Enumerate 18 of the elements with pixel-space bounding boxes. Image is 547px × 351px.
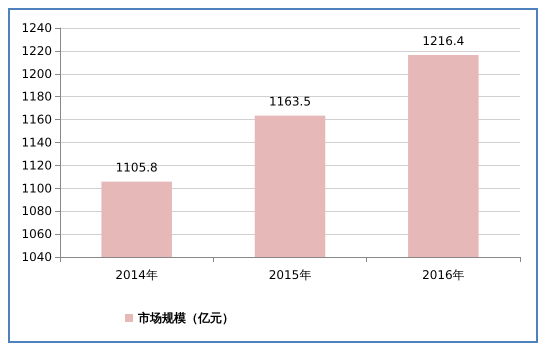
x-tick-label: 2014年 [115,268,158,282]
y-tick-label: 1120 [21,158,52,172]
x-tick-label: 2016年 [422,268,465,282]
x-tick-label: 2015年 [268,268,312,282]
y-tick-label: 1040 [21,250,52,264]
y-tick-label: 1160 [21,112,52,127]
y-tick-label: 1100 [21,181,52,196]
y-tick-label: 1060 [21,227,52,242]
y-tick-label: 1180 [21,90,52,104]
legend-label: 市场规模（亿元） [137,311,234,325]
y-tick-label: 1200 [21,66,52,81]
y-tick-label: 1240 [21,21,52,35]
y-tick-label: 1080 [21,204,52,218]
y-tick-label: 1140 [21,136,52,150]
data-label: 1163.5 [269,94,311,109]
data-label: 1105.8 [116,160,158,175]
y-tick-label: 1220 [21,44,52,58]
data-label: 1216.4 [422,34,464,48]
